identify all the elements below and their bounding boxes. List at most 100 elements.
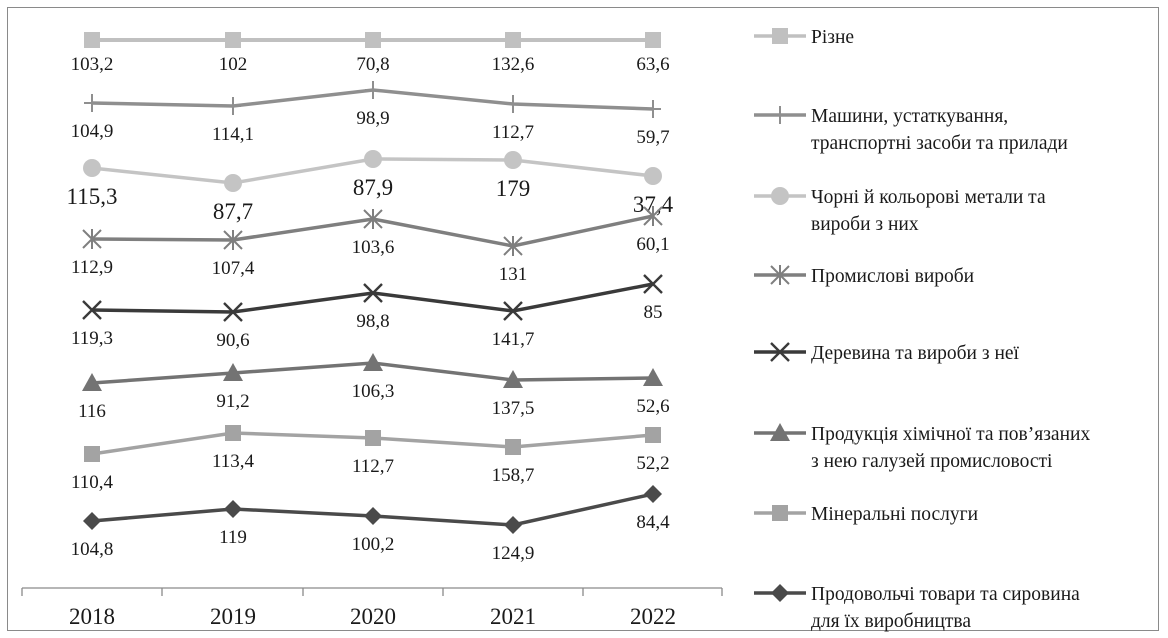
data-point <box>223 230 243 250</box>
data-label: 112,9 <box>71 257 113 278</box>
legend-label: для їх виробництва <box>811 611 971 632</box>
x-tick-label: 2021 <box>490 604 536 629</box>
data-label: 104,9 <box>71 121 114 142</box>
data-point <box>82 300 102 320</box>
x-tick-label: 2018 <box>69 604 115 629</box>
data-label: 59,7 <box>636 127 669 148</box>
legend-item: Чорні й кольорові метали та вироби з них <box>754 187 1046 235</box>
data-label: 131 <box>499 264 528 285</box>
data-point <box>505 439 521 455</box>
data-point <box>225 32 241 48</box>
data-point <box>82 229 102 249</box>
data-point <box>225 97 241 115</box>
data-point <box>223 363 243 381</box>
data-point <box>363 353 383 371</box>
data-label: 52,6 <box>636 396 669 417</box>
data-label: 90,6 <box>216 330 249 351</box>
data-point <box>645 32 661 48</box>
legend-marker <box>772 28 788 44</box>
legend-marker <box>770 423 790 441</box>
data-point <box>503 370 523 388</box>
data-label: 110,4 <box>71 472 114 493</box>
data-point <box>503 301 523 321</box>
x-tick-label: 2019 <box>210 604 256 629</box>
data-label: 84,4 <box>636 512 670 533</box>
legend-marker <box>771 187 789 205</box>
series-8: 104,8 119 100,2 124,9 84,4 <box>71 485 670 564</box>
data-point <box>83 159 101 177</box>
data-point <box>504 151 522 169</box>
data-point <box>364 150 382 168</box>
legend-label: Продукція хімічної та пов’язаних <box>811 424 1090 445</box>
data-point <box>82 373 102 391</box>
series-4: 112,9 107,4 103,6 131 60,1 <box>71 206 670 285</box>
data-point <box>365 430 381 446</box>
legend-label: з нею галузей промисловості <box>811 451 1053 472</box>
data-label: 70,8 <box>356 54 389 75</box>
data-label: 124,9 <box>492 543 535 564</box>
legend-label: Деревина та вироби з неї <box>811 343 1020 364</box>
data-label: 137,5 <box>492 398 535 419</box>
series-layer: 103,2 102 70,8 132,6 63,6 104,9 114,1 98,9 112,7… <box>67 32 674 564</box>
data-label: 98,8 <box>356 311 389 332</box>
data-label: 85 <box>644 302 663 323</box>
legend-item: Різне <box>754 27 854 48</box>
x-tick-label: 2022 <box>630 604 676 629</box>
data-point <box>83 512 101 530</box>
series-6: 116 91,2 106,3 137,5 52,6 <box>78 353 670 422</box>
data-label: 98,9 <box>356 108 389 129</box>
legend-marker <box>771 584 789 602</box>
data-point <box>364 507 382 525</box>
data-label: 100,2 <box>352 534 395 555</box>
data-label: 103,2 <box>71 54 114 75</box>
data-point <box>505 32 521 48</box>
data-label: 132,6 <box>492 54 535 75</box>
data-point <box>363 209 383 229</box>
legend-label: Різне <box>811 27 854 48</box>
data-label: 119 <box>219 527 247 548</box>
legend-label: Чорні й кольорові метали та <box>811 187 1046 208</box>
legend-item: Деревина та вироби з неї <box>754 342 1020 364</box>
data-label: 114,1 <box>212 124 254 145</box>
data-label: 87,7 <box>213 199 253 224</box>
legend-marker <box>770 342 790 362</box>
legend-item: Продовольчі товари та сировина для їх вир… <box>754 584 1080 632</box>
series-5: 119,3 90,6 98,8 141,7 85 <box>71 274 663 351</box>
data-point <box>84 446 100 462</box>
data-point <box>644 485 662 503</box>
x-axis: 2018 2019 2020 2021 2022 <box>21 587 723 629</box>
data-point <box>643 206 663 226</box>
data-point <box>84 94 100 112</box>
data-label: 87,9 <box>353 175 393 200</box>
data-label: 60,1 <box>636 234 669 255</box>
series-7: 110,4 113,4 112,7 158,7 52,2 <box>71 425 670 493</box>
data-label: 179 <box>496 176 531 201</box>
legend-label: Промислові вироби <box>811 266 974 287</box>
data-point <box>365 81 381 99</box>
data-point <box>225 425 241 441</box>
legend-item: Машини, устаткування, транспортні засоби … <box>754 106 1068 154</box>
data-label: 103,6 <box>352 237 395 258</box>
data-label: 91,2 <box>216 391 249 412</box>
data-label: 158,7 <box>492 465 535 486</box>
data-label: 106,3 <box>352 381 395 402</box>
data-label: 112,7 <box>352 456 394 477</box>
data-point <box>224 174 242 192</box>
data-point <box>84 32 100 48</box>
legend-label: вироби з них <box>811 214 919 235</box>
legend-label: транспортні засоби та прилади <box>811 133 1068 154</box>
legend-marker <box>772 106 788 124</box>
data-point <box>504 516 522 534</box>
data-label: 141,7 <box>492 329 535 350</box>
legend-label: Мінеральні послуги <box>811 504 978 525</box>
data-point <box>365 32 381 48</box>
legend-item: Промислові вироби <box>754 265 974 287</box>
data-point <box>363 283 383 303</box>
data-label: 113,4 <box>212 451 255 472</box>
data-point <box>505 95 521 113</box>
data-label: 52,2 <box>636 453 669 474</box>
legend-label: Продовольчі товари та сировина <box>811 584 1080 605</box>
series-line <box>91 282 654 314</box>
